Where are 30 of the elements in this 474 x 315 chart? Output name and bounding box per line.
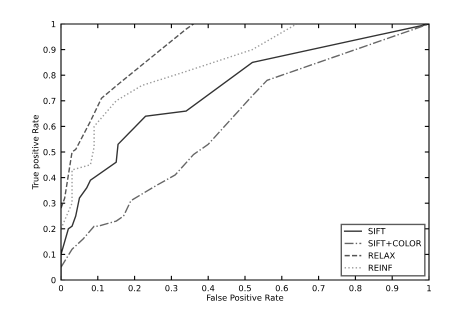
x-tick-label: 0.3 bbox=[165, 285, 178, 292]
y-tick-label: 0.2 bbox=[43, 226, 56, 232]
legend-label: SIFT+COLOR bbox=[368, 240, 422, 246]
x-tick-label: 0.6 bbox=[276, 285, 288, 292]
x-tick-label: 0.7 bbox=[312, 285, 325, 292]
x-tick-label: 0.9 bbox=[386, 285, 398, 292]
y-tick-label: 0.9 bbox=[43, 46, 56, 53]
x-axis-title: False Positive Rate bbox=[207, 294, 284, 301]
x-tick-label: 0.4 bbox=[202, 285, 214, 292]
y-tick-label: 0.4 bbox=[43, 174, 56, 181]
y-tick-label: 0.5 bbox=[43, 148, 56, 156]
y-tick-label: 1 bbox=[52, 21, 56, 28]
legend-label: REINF bbox=[368, 264, 392, 271]
x-tick-label: 0.1 bbox=[92, 285, 104, 292]
line-series bbox=[61, 24, 194, 210]
x-tick-label: 0 bbox=[58, 285, 64, 292]
line-series bbox=[61, 24, 298, 230]
legend-label: RELAX bbox=[368, 252, 395, 259]
legend-label: SIFT bbox=[368, 228, 386, 234]
x-tick-label: 0.5 bbox=[238, 285, 251, 292]
y-tick-label: 0.3 bbox=[43, 200, 56, 206]
x-tick-label: 0.2 bbox=[128, 285, 140, 292]
y-tick-label: 0.7 bbox=[43, 98, 56, 104]
y-tick-label: 0.6 bbox=[43, 123, 56, 130]
x-tick-label: 1 bbox=[427, 285, 431, 292]
y-tick-label: 0.1 bbox=[43, 251, 56, 258]
y-tick-label: 0.8 bbox=[43, 72, 56, 78]
x-tick-label: 0.8 bbox=[349, 285, 362, 292]
y-tick-label: 0 bbox=[51, 276, 56, 284]
y-axis-title: True positive Rate bbox=[32, 115, 40, 190]
